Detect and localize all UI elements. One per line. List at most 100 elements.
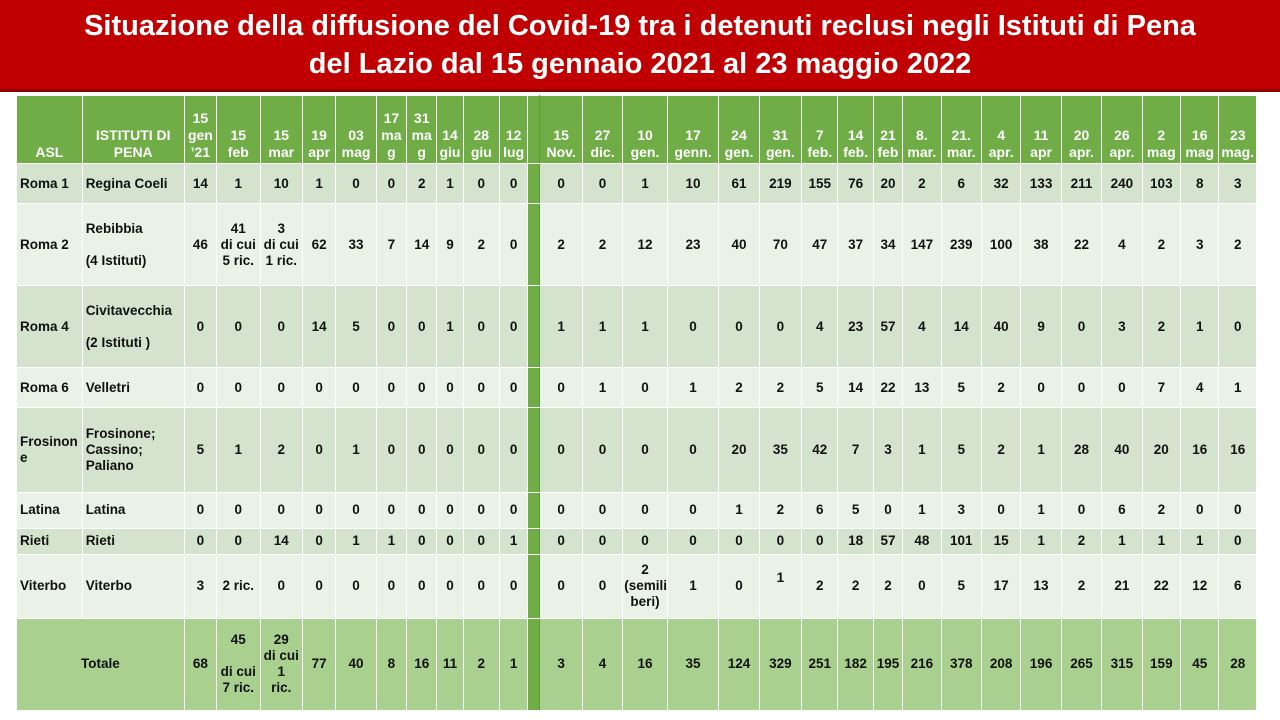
cell-line: e xyxy=(20,449,28,465)
cell-line: 21. xyxy=(951,127,971,143)
value-cell: 57 xyxy=(872,285,904,369)
istituti-cell: Velletri xyxy=(81,367,185,409)
value-cell: 20 xyxy=(872,162,904,205)
value-cell: 0 xyxy=(462,285,501,369)
total-value-cell: 216 xyxy=(902,617,942,712)
asl-cell: Rieti xyxy=(16,527,83,555)
value-cell: 23 xyxy=(666,203,720,287)
value-cell: 0 xyxy=(498,162,529,205)
value-cell: 2 xyxy=(462,203,501,287)
title-banner: Situazione della diffusione del Covid-19… xyxy=(0,0,1280,92)
cell-line: 23 xyxy=(1229,127,1246,143)
value-cell: 2 xyxy=(1060,527,1103,555)
column-divider xyxy=(527,527,541,555)
cell-line: mag. xyxy=(1221,144,1255,160)
value-cell: 0 xyxy=(758,527,803,555)
value-cell: 155 xyxy=(801,162,839,205)
value-cell: 0 xyxy=(216,491,261,529)
cell-line xyxy=(761,586,800,602)
cell-line: ma xyxy=(411,127,432,143)
value-cell: 9 xyxy=(436,203,464,287)
total-value-cell: 3 xyxy=(539,617,583,712)
total-value-cell: 77 xyxy=(301,617,337,712)
cell-line: 21 xyxy=(880,127,896,143)
table-row: Latina Latina 0 0 0 0 0 0 0 0 0 0 0 0 0 0 1 2 6 5 0 1 3 0 1 0 6 2 0 0 xyxy=(16,491,1257,529)
total-value-cell: 35 xyxy=(666,617,720,712)
value-cell: 0 xyxy=(375,162,408,205)
value-cell: 33 xyxy=(335,203,377,287)
cell-line: 11 xyxy=(1033,127,1049,143)
value-cell: 1 xyxy=(498,527,529,555)
total-value-cell: 4 xyxy=(581,617,624,712)
value-cell: 0 xyxy=(498,407,529,493)
cell-line: 10 xyxy=(637,127,653,143)
value-cell: 5 xyxy=(183,407,218,493)
value-cell: 0 xyxy=(406,553,438,619)
cell-line: ric. xyxy=(271,680,292,696)
value-cell: 42 xyxy=(801,407,839,493)
istituti-cell: Regina Coeli xyxy=(81,162,185,205)
value-cell: 0 xyxy=(301,553,337,619)
value-cell: 22 xyxy=(1141,553,1182,619)
cell-line: 28 xyxy=(473,127,490,143)
cell-line: gen. xyxy=(766,144,795,160)
value-cell: 2 xyxy=(581,203,624,287)
value-cell: 0 xyxy=(539,491,583,529)
value-cell: 0 xyxy=(406,367,438,409)
value-cell: 7 xyxy=(837,407,874,493)
value-cell: 0 xyxy=(335,367,377,409)
cell-line xyxy=(86,237,183,253)
value-cell: 0 xyxy=(436,367,464,409)
cell-line: 26 xyxy=(1114,127,1130,143)
value-cell: 40 xyxy=(1101,407,1143,493)
header-date: 4 apr. xyxy=(980,95,1022,164)
value-cell: 10 xyxy=(666,162,720,205)
header-date: 31 gen. xyxy=(758,95,803,164)
value-cell: 2 xyxy=(1060,553,1103,619)
value-cell: 0 xyxy=(581,491,624,529)
value-cell: 2 xyxy=(980,367,1022,409)
value-cell: 2 xyxy=(1141,203,1182,287)
header-date: 11 apr xyxy=(1020,95,1062,164)
value-cell: 1 xyxy=(436,285,464,369)
column-divider xyxy=(527,95,541,164)
header-date: 03 mag xyxy=(335,95,377,164)
table-row: Frosinon e Frosinone; Cassino; Paliano 5 1 2 0 1 0… xyxy=(16,407,1257,493)
value-cell: 3 xyxy=(1180,203,1220,287)
value-cell: 14 xyxy=(837,367,874,409)
cell-line: 14 xyxy=(442,127,458,143)
value-cell: 1 xyxy=(902,407,942,493)
value-cell: 239 xyxy=(940,203,982,287)
total-value-cell: 251 xyxy=(801,617,839,712)
value-cell: 3 xyxy=(872,407,904,493)
value-cell: 15 xyxy=(980,527,1022,555)
value-cell: 0 xyxy=(980,491,1022,529)
asl-cell: Roma 2 xyxy=(16,203,83,287)
value-cell: 219 xyxy=(758,162,803,205)
value-cell: 16 xyxy=(1180,407,1220,493)
cell-line: apr. xyxy=(1109,144,1135,160)
cell-line: mar. xyxy=(946,144,976,160)
cell-line: (2 Istituti ) xyxy=(85,334,151,350)
cell-line xyxy=(218,648,258,664)
value-cell: 0 xyxy=(718,285,760,369)
value-cell: 41 di cui 5 ric. xyxy=(216,203,261,287)
cell-line: 15 xyxy=(553,127,569,143)
value-cell: 3 xyxy=(1218,162,1257,205)
header-date: 17 ma g xyxy=(375,95,408,164)
value-cell: 1 xyxy=(375,527,408,555)
cell-line: di cui xyxy=(263,236,299,252)
value-cell: 0 xyxy=(1218,527,1257,555)
cell-line: Nov. xyxy=(546,144,576,160)
value-cell: 2 xyxy=(1141,491,1182,529)
cell-line: Frosinone; xyxy=(85,425,156,441)
column-divider xyxy=(527,367,541,409)
value-cell: 0 xyxy=(301,407,337,493)
cell-line: gen xyxy=(187,127,213,143)
cell-line: 20 xyxy=(1073,127,1090,143)
value-cell: 1 xyxy=(1180,527,1220,555)
value-cell: 2 xyxy=(801,553,839,619)
cell-line: di cui xyxy=(220,664,256,680)
value-cell: 1 xyxy=(1020,407,1062,493)
cell-line: Cassino; xyxy=(85,441,143,457)
